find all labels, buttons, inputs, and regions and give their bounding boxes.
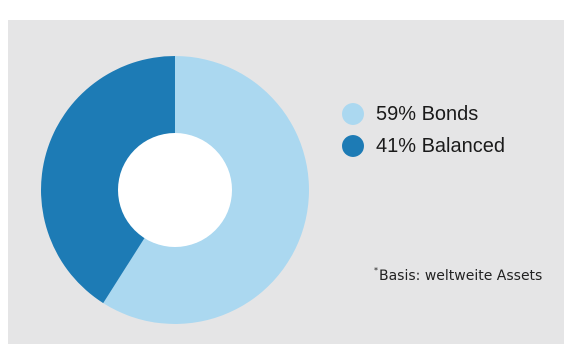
- footnote: *Basis: weltweite Assets: [374, 266, 542, 284]
- legend-item-bonds: 59% Bonds: [342, 98, 505, 130]
- legend-swatch-bonds: [342, 103, 364, 125]
- footnote-marker: *: [374, 266, 378, 275]
- footnote-text: Basis: weltweite Assets: [379, 268, 543, 284]
- chart-legend: 59% Bonds 41% Balanced: [342, 98, 505, 162]
- legend-label-balanced: 41% Balanced: [376, 134, 505, 157]
- legend-item-balanced: 41% Balanced: [342, 130, 505, 162]
- donut-slice-balanced: [40, 55, 175, 304]
- legend-label-bonds: 59% Bonds: [376, 102, 479, 125]
- legend-swatch-balanced: [342, 135, 364, 157]
- donut-hole: [118, 133, 232, 247]
